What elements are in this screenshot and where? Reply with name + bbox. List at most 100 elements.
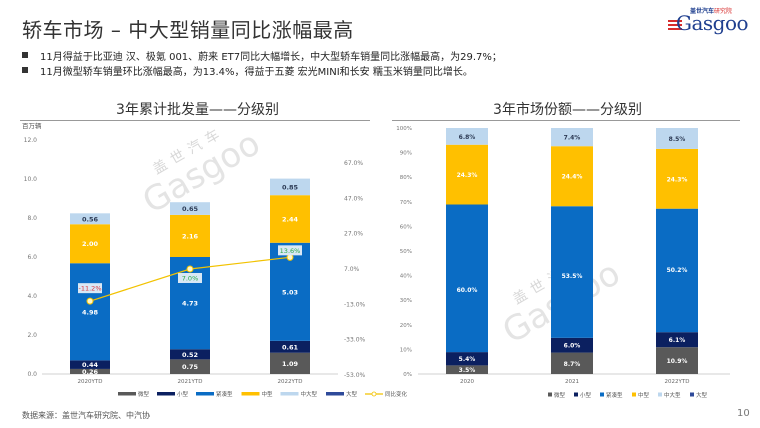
bar-segment-紧凑型 xyxy=(70,263,110,361)
share-segment-中大型 xyxy=(656,128,698,149)
share-segment-微型 xyxy=(446,365,488,374)
left-y2-tick: -53.0% xyxy=(344,372,366,379)
bar-label: 0.56 xyxy=(82,215,99,223)
slide-title: 轿车市场 – 中大型销量同比涨幅最高 xyxy=(22,18,354,42)
legend-label: 同比变化 xyxy=(385,390,408,398)
bar-segment-中型 xyxy=(70,224,110,264)
left-y-tick: 8.0 xyxy=(27,215,37,222)
left-y2-tick: 7.0% xyxy=(344,266,360,273)
data-source: 数据来源：盖世汽车研究院、中汽协 xyxy=(22,411,150,420)
right-x-tick: 2020 xyxy=(460,379,474,385)
left-y-tick: 6.0 xyxy=(27,254,37,261)
legend-label: 紧凑型 xyxy=(606,391,623,399)
yoy-label: 7.0% xyxy=(182,275,199,283)
right-y-tick: 10% xyxy=(400,347,412,353)
bar-segment-小型 xyxy=(170,349,210,360)
share-segment-紧凑型 xyxy=(551,206,593,338)
legend-swatch-中大型 xyxy=(658,392,662,397)
bar-label: 1.09 xyxy=(282,360,299,368)
bar-segment-中大型 xyxy=(170,202,210,215)
legend-label: 中大型 xyxy=(301,390,318,398)
bar-segment-小型 xyxy=(70,360,110,369)
legend-swatch-大型 xyxy=(690,392,694,397)
left-y-tick: 0.0 xyxy=(27,371,37,378)
share-segment-中大型 xyxy=(551,128,593,147)
legend-swatch-大型 xyxy=(326,392,344,396)
legend-label: 大型 xyxy=(346,390,358,398)
share-segment-紧凑型 xyxy=(656,208,698,333)
share-label: 8.5% xyxy=(669,136,686,143)
right-y-tick: 100% xyxy=(396,126,412,132)
left-x-tick: 2021YTD xyxy=(178,379,203,385)
bar-segment-微型 xyxy=(70,368,110,374)
share-segment-中型 xyxy=(656,148,698,209)
bar-label: 0.44 xyxy=(82,361,99,369)
bullet-list: 11月得益于比亚迪 汉、极氪 001、蔚来 ET7同比大幅增长，中大型轿车销量同… xyxy=(22,48,502,78)
legend-swatch-微型 xyxy=(548,392,552,397)
share-label: 24.3% xyxy=(457,172,478,179)
right-y-tick: 90% xyxy=(400,151,412,157)
share-label: 50.2% xyxy=(667,267,688,274)
legend-swatch-紧凑型 xyxy=(600,392,604,397)
left-chart-title-rule xyxy=(20,120,370,121)
bar-label: 0.65 xyxy=(182,205,199,213)
share-segment-中型 xyxy=(551,146,593,207)
share-segment-中型 xyxy=(446,144,488,205)
right-chart-title-rule xyxy=(392,120,740,121)
share-label: 3.5% xyxy=(459,367,476,374)
bar-label: 5.03 xyxy=(282,288,298,296)
share-label: 24.4% xyxy=(562,174,583,181)
bullet-item: 11月得益于比亚迪 汉、极氪 001、蔚来 ET7同比大幅增长，中大型轿车销量同… xyxy=(22,48,502,63)
bar-segment-中大型 xyxy=(270,178,310,196)
share-segment-小型 xyxy=(551,337,593,353)
right-x-tick: 2021 xyxy=(565,379,579,385)
left-y-axis-label: 百万辆 xyxy=(22,121,42,130)
right-y-tick: 80% xyxy=(400,175,412,181)
share-segment-微型 xyxy=(551,352,593,374)
bar-label: 0.26 xyxy=(82,368,99,376)
bar-segment-小型 xyxy=(270,340,310,353)
bar-label: 4.73 xyxy=(182,300,198,308)
right-x-tick: 2022YTD xyxy=(665,379,690,385)
share-label: 10.9% xyxy=(667,358,688,365)
share-label: 24.3% xyxy=(667,176,688,183)
share-label: 7.4% xyxy=(564,135,581,142)
logo-cn-prefix: 盖世汽车 xyxy=(690,8,715,15)
legend-swatch-紧凑型 xyxy=(196,392,214,396)
legend-label: 紧凑型 xyxy=(216,390,233,398)
bar-label: 0.85 xyxy=(282,183,299,191)
legend-label: 中型 xyxy=(262,390,274,398)
right-y-tick: 40% xyxy=(400,274,412,280)
left-y2-tick: -13.0% xyxy=(344,301,366,308)
bar-label: 0.52 xyxy=(182,351,198,359)
bar-segment-微型 xyxy=(170,359,210,374)
logo-cn-text: 盖世汽车研究院 xyxy=(690,6,732,15)
share-label: 5.4% xyxy=(459,356,476,363)
bar-segment-微型 xyxy=(270,352,310,374)
right-y-tick: 20% xyxy=(400,323,412,329)
legend-swatch-point xyxy=(371,391,377,397)
share-segment-小型 xyxy=(656,332,698,348)
left-y2-tick: 47.0% xyxy=(344,195,363,202)
yoy-label-bg xyxy=(178,273,202,283)
share-label: 8.7% xyxy=(564,361,581,368)
gasgoo-logo: 盖世汽车研究院 Gasgoo xyxy=(668,6,752,36)
bar-label: 2.16 xyxy=(182,232,199,240)
bullet-square-icon xyxy=(22,52,28,58)
logo-cn-suffix: 研究院 xyxy=(714,8,733,15)
yoy-point xyxy=(86,297,94,305)
share-label: 53.5% xyxy=(562,273,583,280)
bar-segment-中大型 xyxy=(70,213,110,225)
share-segment-紧凑型 xyxy=(446,204,488,353)
right-y-tick: 60% xyxy=(400,224,412,230)
yoy-label-bg xyxy=(278,245,302,256)
share-label: 6.8% xyxy=(459,134,476,141)
legend-swatch-小型 xyxy=(574,392,578,397)
legend-swatch-小型 xyxy=(157,392,175,396)
left-chart: 百万辆 0.0 2.0 4.0 6.0 8.0 10.0 12.0 -53.0% -33.0% -1… xyxy=(22,121,408,398)
legend-swatch-中型 xyxy=(241,392,260,396)
left-chart-title: 3年累计批发量——分级别 xyxy=(116,102,279,118)
left-y-tick: 12.0 xyxy=(24,137,38,144)
yoy-label: -11.2% xyxy=(79,285,102,293)
